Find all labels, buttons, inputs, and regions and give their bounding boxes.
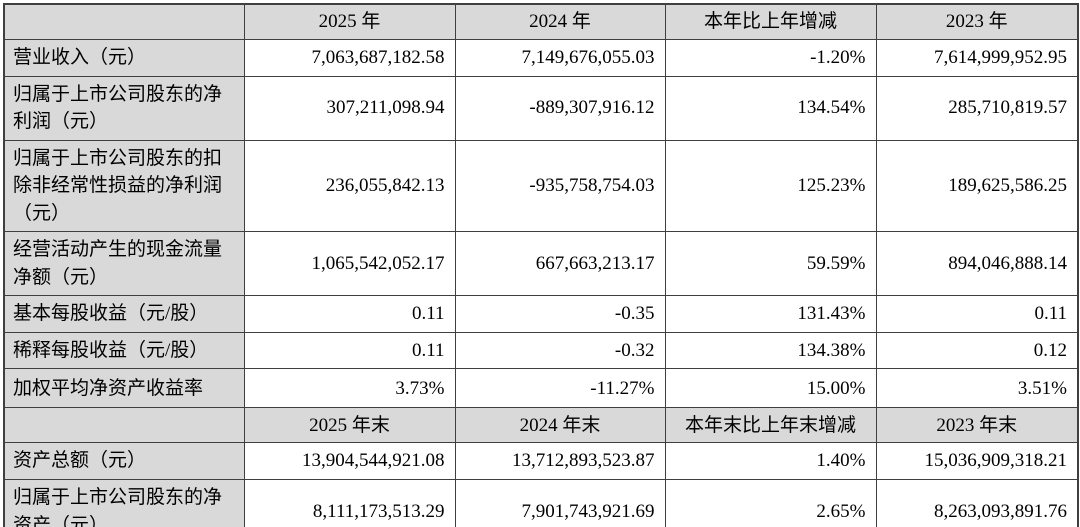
cell-value: 8,263,093,891.76: [875, 478, 1079, 527]
cell-value: 131.43%: [664, 295, 877, 333]
column-header-2025: 2025 年: [243, 3, 456, 40]
cell-value: 7,149,676,055.03: [454, 38, 666, 77]
cell-value: 1,065,542,052.17: [243, 231, 456, 297]
column-header-2024-end: 2024 年末: [454, 407, 666, 444]
cell-value: 7,901,743,921.69: [454, 478, 666, 527]
cell-value: 7,614,999,952.95: [875, 38, 1079, 77]
cell-value: 0.11: [243, 331, 456, 370]
corner-cell: [3, 407, 245, 444]
cell-value: -11.27%: [454, 368, 666, 409]
header-row-period-end: 2025 年末 2024 年末 本年末比上年末增减 2023 年末: [3, 407, 1079, 444]
cell-value: 189,625,586.25: [875, 139, 1079, 233]
key-financial-data-table: 2025 年 2024 年 本年比上年增减 2023 年 营业收入（元） 7,0…: [3, 3, 1079, 527]
cell-value: 7,063,687,182.58: [243, 38, 456, 77]
corner-cell: [3, 3, 245, 40]
column-header-2024: 2024 年: [454, 3, 666, 40]
row-label: 营业收入（元）: [3, 38, 245, 77]
cell-value: 285,710,819.57: [875, 75, 1079, 141]
row-label: 归属于上市公司股东的净资产（元）: [3, 478, 245, 527]
cell-value: 13,904,544,921.08: [243, 442, 456, 480]
row-label: 经营活动产生的现金流量净额（元）: [3, 231, 245, 297]
cell-value: 667,663,213.17: [454, 231, 666, 297]
column-header-2023-end: 2023 年末: [875, 407, 1079, 444]
cell-value: 15,036,909,318.21: [875, 442, 1079, 480]
cell-value: 236,055,842.13: [243, 139, 456, 233]
table-row-total-assets: 资产总额（元） 13,904,544,921.08 13,712,893,523…: [3, 442, 1079, 480]
table-row-net-assets: 归属于上市公司股东的净资产（元） 8,111,173,513.29 7,901,…: [3, 478, 1079, 527]
header-row-period: 2025 年 2024 年 本年比上年增减 2023 年: [3, 3, 1079, 40]
cell-value: 59.59%: [664, 231, 877, 297]
cell-value: 134.38%: [664, 331, 877, 370]
column-header-2025-end: 2025 年末: [243, 407, 456, 444]
column-header-yoy-change: 本年比上年增减: [664, 3, 877, 40]
table-row-net-profit: 归属于上市公司股东的净利润（元） 307,211,098.94 -889,307…: [3, 75, 1079, 141]
table-row-net-profit-excl-nonrecurring: 归属于上市公司股东的扣除非经常性损益的净利润（元） 236,055,842.13…: [3, 139, 1079, 233]
cell-value: 307,211,098.94: [243, 75, 456, 141]
cell-value: -0.32: [454, 331, 666, 370]
cell-value: 0.11: [875, 295, 1079, 333]
cell-value: 134.54%: [664, 75, 877, 141]
table-row-operating-cash-flow: 经营活动产生的现金流量净额（元） 1,065,542,052.17 667,66…: [3, 231, 1079, 297]
cell-value: -889,307,916.12: [454, 75, 666, 141]
cell-value: 1.40%: [664, 442, 877, 480]
cell-value: -1.20%: [664, 38, 877, 77]
row-label: 稀释每股收益（元/股）: [3, 331, 245, 370]
cell-value: -0.35: [454, 295, 666, 333]
cell-value: 894,046,888.14: [875, 231, 1079, 297]
row-label: 加权平均净资产收益率: [3, 368, 245, 409]
table-row-revenue: 营业收入（元） 7,063,687,182.58 7,149,676,055.0…: [3, 38, 1079, 77]
column-header-2023: 2023 年: [875, 3, 1079, 40]
cell-value: 125.23%: [664, 139, 877, 233]
row-label: 归属于上市公司股东的扣除非经常性损益的净利润（元）: [3, 139, 245, 233]
cell-value: 15.00%: [664, 368, 877, 409]
column-header-end-yoy-change: 本年末比上年末增减: [664, 407, 877, 444]
cell-value: 3.73%: [243, 368, 456, 409]
row-label: 归属于上市公司股东的净利润（元）: [3, 75, 245, 141]
cell-value: 13,712,893,523.87: [454, 442, 666, 480]
table-row-basic-eps: 基本每股收益（元/股） 0.11 -0.35 131.43% 0.11: [3, 295, 1079, 333]
table-row-diluted-eps: 稀释每股收益（元/股） 0.11 -0.32 134.38% 0.12: [3, 331, 1079, 370]
cell-value: 8,111,173,513.29: [243, 478, 456, 527]
cell-value: 0.11: [243, 295, 456, 333]
cell-value: 3.51%: [875, 368, 1079, 409]
cell-value: 0.12: [875, 331, 1079, 370]
cell-value: 2.65%: [664, 478, 877, 527]
row-label: 资产总额（元）: [3, 442, 245, 480]
row-label: 基本每股收益（元/股）: [3, 295, 245, 333]
table-row-weighted-avg-roe: 加权平均净资产收益率 3.73% -11.27% 15.00% 3.51%: [3, 368, 1079, 409]
cell-value: -935,758,754.03: [454, 139, 666, 233]
